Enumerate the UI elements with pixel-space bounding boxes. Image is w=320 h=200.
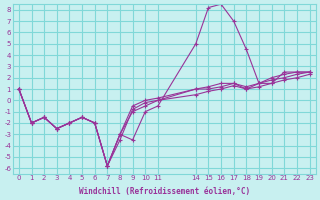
X-axis label: Windchill (Refroidissement éolien,°C): Windchill (Refroidissement éolien,°C) [79,187,250,196]
